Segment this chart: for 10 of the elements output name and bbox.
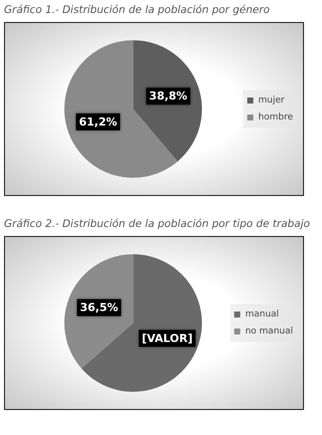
chart-title: Gráfico 1.- Distribución de la población por género: [4, 4, 271, 18]
data-label: 36,5%: [80, 301, 118, 314]
legend-label: mujer: [258, 96, 285, 106]
legend-label: manual: [245, 310, 279, 320]
data-label: 61,2%: [78, 115, 118, 128]
data-label: [VALOR]: [142, 332, 193, 345]
data-label: 38,8%: [149, 90, 188, 103]
legend-label: no manual: [245, 326, 294, 336]
legend-label: hombre: [258, 112, 294, 122]
chart-title: Gráfico 2.- Distribución de la población por tipo de trabajo: [4, 218, 310, 232]
